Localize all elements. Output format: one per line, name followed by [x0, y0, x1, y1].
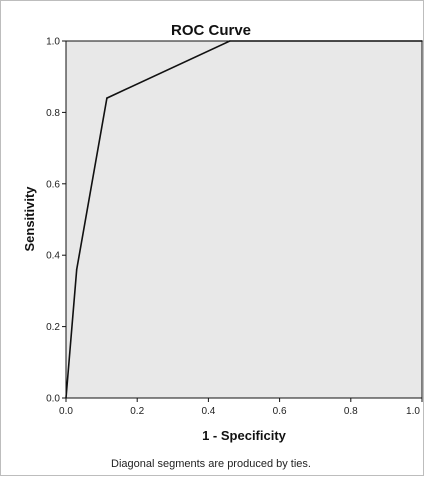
roc-curve-vertices — [65, 40, 423, 399]
plot-area — [65, 40, 423, 399]
roc-point — [228, 40, 231, 42]
roc-point — [75, 268, 78, 271]
x-axis-ticks: 0.0 0.2 0.4 0.6 0.8 1.0 — [59, 398, 423, 417]
y-axis-label: Sensitivity — [22, 186, 37, 252]
y-tick-label: 0.4 — [46, 251, 60, 262]
x-axis-label: 1 - Specificity — [202, 428, 287, 443]
x-tick-label: 1.0 — [406, 406, 420, 417]
x-tick-label: 0.8 — [344, 406, 358, 417]
x-tick-label: 0.6 — [273, 406, 287, 417]
y-tick-label: 1.0 — [46, 37, 60, 48]
y-axis-ticks: 0.0 0.2 0.4 0.6 0.8 1.0 — [46, 37, 66, 405]
y-tick-label: 0.6 — [46, 179, 60, 190]
y-tick-label: 0.0 — [46, 394, 60, 405]
roc-point — [106, 97, 108, 99]
y-tick-label: 0.8 — [46, 108, 60, 119]
x-tick-label: 0.4 — [201, 406, 215, 417]
x-tick-label: 0.2 — [130, 406, 144, 417]
footnote: Diagonal segments are produced by ties. — [111, 458, 311, 470]
roc-point — [65, 397, 67, 399]
x-tick-label: 0.0 — [59, 406, 73, 417]
roc-point — [421, 40, 423, 42]
chart-title: ROC Curve — [171, 22, 251, 39]
y-tick-label: 0.2 — [46, 322, 60, 333]
